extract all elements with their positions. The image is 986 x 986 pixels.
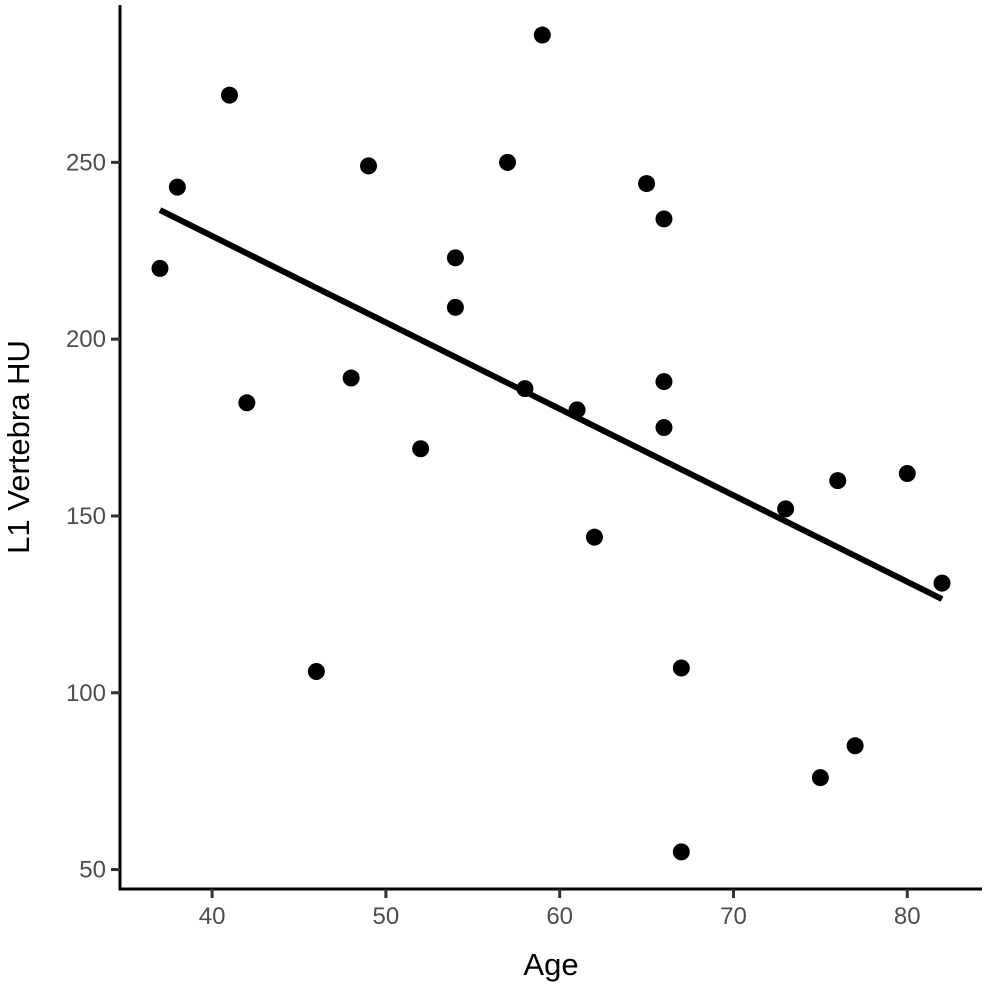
data-point	[360, 157, 378, 175]
data-point	[811, 769, 829, 787]
data-point	[655, 373, 673, 391]
data-point	[777, 500, 795, 518]
y-axis-title: L1 Vertebra HU	[1, 340, 36, 554]
data-point	[238, 394, 256, 412]
axes-layer	[118, 5, 982, 891]
data-point	[829, 472, 847, 490]
x-tick-label: 70	[720, 903, 747, 930]
data-point	[655, 210, 673, 228]
y-tick-label: 150	[66, 503, 106, 530]
trend-line	[158, 207, 944, 602]
data-point	[412, 440, 430, 458]
data-point	[638, 175, 656, 193]
x-tick-label: 40	[199, 903, 226, 930]
data-point	[307, 663, 325, 681]
data-point	[168, 178, 186, 196]
data-point	[585, 528, 603, 546]
data-point	[446, 298, 464, 316]
y-tick-label: 250	[66, 149, 106, 176]
data-point	[933, 574, 951, 592]
data-point	[342, 369, 360, 387]
x-tick-label: 50	[373, 903, 400, 930]
x-tick-label: 80	[894, 903, 921, 930]
data-point	[655, 419, 673, 437]
y-tick-label: 200	[66, 326, 106, 353]
y-tick-label: 100	[66, 680, 106, 707]
data-point	[533, 26, 551, 44]
x-axis-title: Age	[523, 947, 578, 982]
data-point	[516, 380, 534, 398]
data-point	[220, 86, 238, 104]
data-point	[846, 737, 864, 755]
x-ticks: 40 50 60 70 80	[199, 889, 921, 930]
y-tick-label: 50	[79, 857, 106, 884]
data-point	[568, 401, 586, 419]
data-point	[898, 465, 916, 483]
x-tick-label: 60	[546, 903, 573, 930]
data-point	[672, 659, 690, 677]
data-point	[499, 153, 517, 171]
data-point	[446, 249, 464, 267]
data-point	[672, 843, 690, 861]
data-point	[151, 259, 169, 277]
y-ticks: 50 100 150 200 250	[66, 149, 120, 884]
trend-layer	[158, 207, 944, 602]
points-layer	[151, 26, 951, 861]
